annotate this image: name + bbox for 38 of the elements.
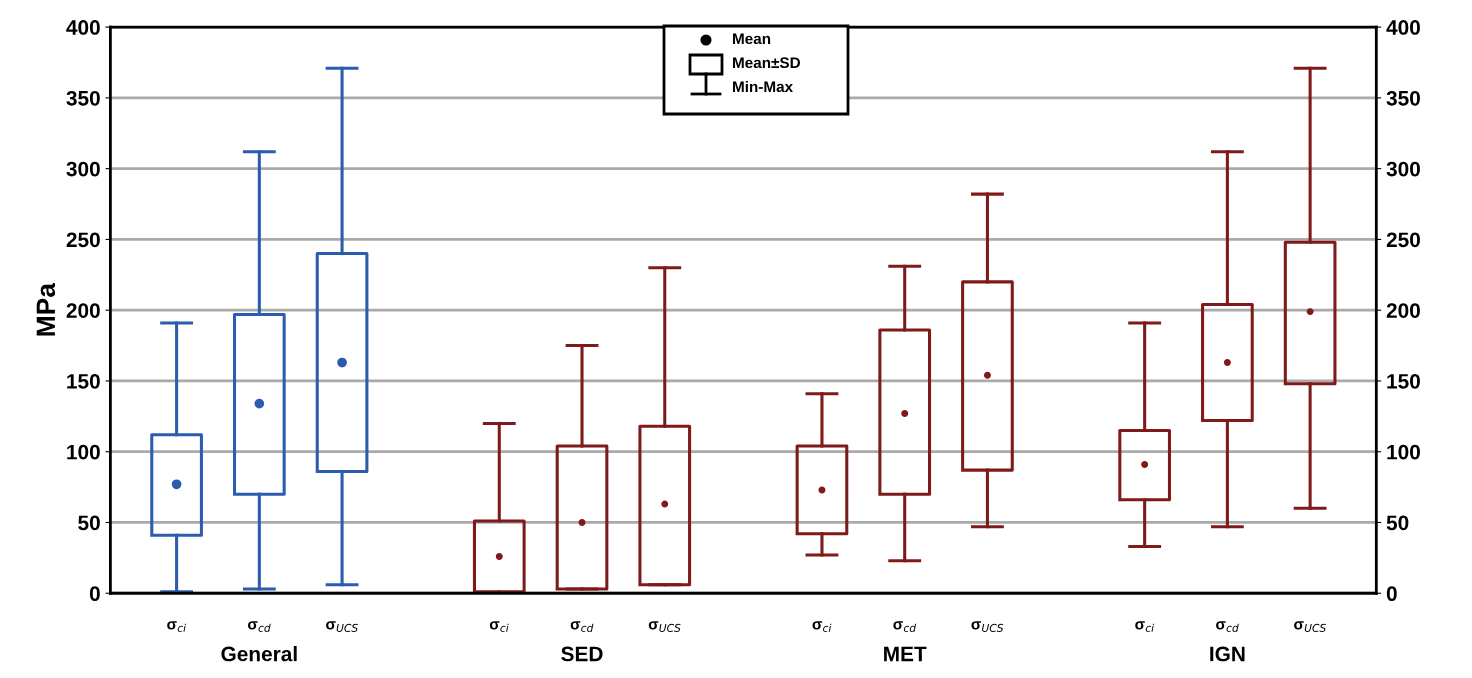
y2-tick-label: 150 (1387, 373, 1420, 389)
y-tick-label: 150 (67, 373, 100, 389)
y-tick-label: 400 (66, 20, 100, 35)
text: IGN (1210, 646, 1245, 662)
x-tick-label: σ$_{ci}$ (167, 621, 186, 632)
text: MET (884, 646, 927, 662)
y2-tick-label: 400 (1386, 20, 1420, 35)
y-axis-title: MPa (36, 282, 56, 336)
x-tick-label: σ$_{cd}$ (248, 621, 271, 632)
y-tick-label: 350 (66, 90, 100, 106)
x-tick-label: σ$_{UCS}$ (971, 621, 1004, 632)
x-tick-label: σ$_{cd}$ (893, 621, 917, 632)
y-tick-label: 0 (89, 586, 100, 601)
y2-tick-label: 100 (1387, 444, 1420, 460)
x-tick-label: σ$_{UCS}$ (648, 621, 681, 632)
y2-tick-label: 0 (1386, 586, 1397, 601)
y-tick-label: 100 (67, 444, 100, 460)
annotation: Mean±SD (733, 57, 801, 69)
y2-tick-label: 200 (1386, 303, 1420, 318)
annotation: Mean (733, 33, 771, 45)
text: SED (561, 646, 603, 662)
y2-tick-label: 350 (1386, 90, 1420, 106)
x-tick-label: σ$_{ci}$ (1135, 621, 1155, 632)
x-tick-label: σ$_{cd}$ (1216, 621, 1239, 632)
text: General (221, 646, 297, 662)
y-tick-label: 200 (66, 303, 100, 318)
x-tick-label: σ$_{ci}$ (489, 621, 509, 632)
y-tick-label: 300 (66, 161, 100, 177)
y-tick-label: 50 (78, 515, 100, 531)
y2-tick-label: 300 (1386, 161, 1420, 177)
x-tick-label: σ$_{UCS}$ (326, 621, 358, 632)
y2-tick-label: 250 (1386, 232, 1420, 248)
x-tick-label: σ$_{cd}$ (570, 621, 594, 632)
annotation: Min-Max (733, 80, 793, 93)
y-tick-label: 250 (66, 232, 100, 248)
x-tick-label: σ$_{ci}$ (812, 621, 832, 632)
x-tick-label: σ$_{UCS}$ (1294, 621, 1326, 632)
y2-tick-label: 50 (1386, 515, 1409, 531)
